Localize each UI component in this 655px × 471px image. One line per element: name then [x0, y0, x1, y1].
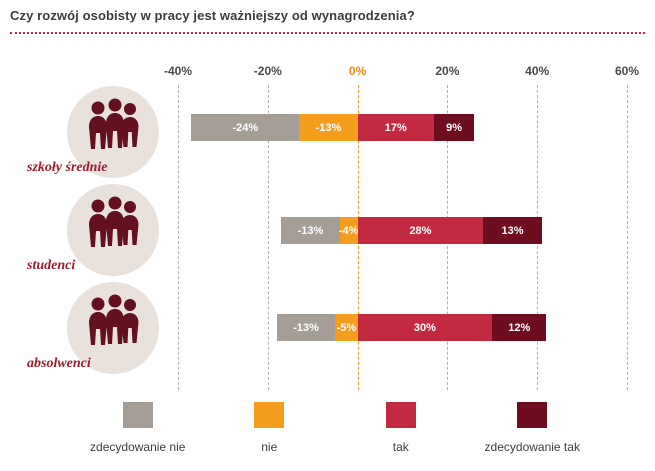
category-label: studenci: [27, 258, 76, 273]
legend-swatch: [254, 402, 285, 428]
legend-item: nie: [204, 402, 336, 454]
bar-segment: 13%: [483, 217, 542, 244]
x-axis-tick-label: -20%: [253, 64, 282, 78]
category-icon-circle: [67, 282, 159, 374]
gridline: [267, 85, 269, 390]
bar-segment: -5%: [335, 314, 358, 341]
legend-label: tak: [392, 440, 409, 454]
bar-segment-label: -13%: [297, 224, 324, 237]
legend-swatch: [122, 402, 153, 428]
bar-segment-label: 12%: [508, 321, 531, 334]
legend-item: zdecydowanie nie: [72, 402, 204, 454]
legend-item: zdecydowanie tak: [467, 402, 599, 454]
legend-label: zdecydowanie tak: [484, 440, 580, 454]
title-divider: [10, 32, 645, 34]
x-axis-tick-label: 0%: [348, 64, 367, 78]
bar-segment: -13%: [281, 217, 340, 244]
bar-segment: -13%: [299, 114, 358, 141]
category-icon-circle: [67, 184, 159, 276]
x-axis-tick-label: -40%: [163, 64, 193, 78]
x-axis-tick-label: 20%: [435, 64, 460, 78]
bar-segment: -24%: [191, 114, 300, 141]
bar-segment-label: 9%: [446, 121, 463, 134]
legend: zdecydowanie nie nie tak zdecydowanie tak: [72, 402, 598, 454]
category-label: szkoły średnie: [27, 160, 108, 175]
bar-segment: -4%: [338, 217, 359, 244]
legend-item: tak: [335, 402, 467, 454]
gridline: [178, 85, 179, 390]
people-silhouette-icon: [82, 98, 144, 167]
bar-segment-label: 28%: [409, 224, 432, 237]
bar-segment-label: 30%: [413, 321, 436, 334]
people-silhouette-icon: [82, 196, 144, 265]
bar-segment-label: 13%: [501, 224, 524, 237]
legend-label: zdecydowanie nie: [90, 440, 186, 454]
bar-segment: 9%: [433, 114, 475, 141]
gridline: [627, 85, 628, 390]
bar-segment: 30%: [357, 314, 493, 341]
bar-segment-label: -5%: [336, 321, 357, 334]
bar-segment: -13%: [276, 314, 336, 341]
people-silhouette-icon: [82, 294, 144, 363]
legend-label: nie: [261, 440, 278, 454]
bar-segment-label: 17%: [384, 121, 407, 134]
bar-segment-label: -13%: [293, 321, 319, 334]
bar-segment-label: -4%: [338, 224, 359, 237]
x-axis-tick-label: 60%: [614, 64, 640, 78]
bar-segment-label: -13%: [315, 121, 342, 134]
legend-swatch: [385, 402, 416, 428]
category-label: absolwenci: [27, 356, 91, 371]
legend-swatch: [517, 402, 548, 428]
bar-segment: 12%: [492, 314, 547, 341]
bar-segment: 17%: [357, 114, 434, 141]
chart-title: Czy rozwój osobisty w pracy jest ważniej…: [10, 8, 415, 23]
category-icon-circle: [67, 86, 159, 178]
x-axis-tick-label: 40%: [525, 64, 550, 78]
bar-segment: 28%: [357, 217, 484, 244]
bar-segment-label: -24%: [232, 121, 259, 134]
